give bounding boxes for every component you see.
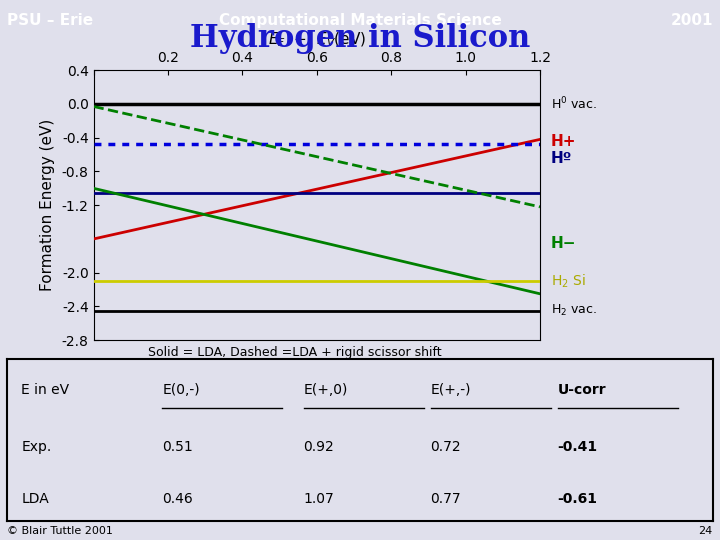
Text: 24: 24 [698,525,713,536]
Text: 2001: 2001 [670,13,713,28]
Text: H$_2$ vac.: H$_2$ vac. [551,303,597,318]
Text: E(+,-): E(+,-) [431,383,471,397]
Text: -0.41: -0.41 [557,440,598,454]
Text: U-corr: U-corr [557,383,606,397]
Text: Solid = LDA, Dashed =LDA + rigid scissor shift: Solid = LDA, Dashed =LDA + rigid scissor… [148,346,441,359]
Text: E in eV: E in eV [22,383,69,397]
Text: LDA: LDA [22,492,49,506]
Text: H+: H+ [551,134,576,150]
Text: 0.46: 0.46 [163,492,193,506]
Text: 0.77: 0.77 [431,492,462,506]
Text: E(0,-): E(0,-) [163,383,200,397]
Text: 0.51: 0.51 [163,440,193,454]
Text: H$_2$ Si: H$_2$ Si [551,273,586,290]
Y-axis label: Formation Energy (eV): Formation Energy (eV) [40,119,55,291]
Text: Exp.: Exp. [22,440,52,454]
Text: 1.07: 1.07 [304,492,334,506]
Text: E(+,0): E(+,0) [304,383,348,397]
Text: Hydrogen in Silicon: Hydrogen in Silicon [190,23,530,54]
Text: H$^0$ vac.: H$^0$ vac. [551,96,597,112]
Text: -0.61: -0.61 [557,492,598,506]
Text: Hº: Hº [551,151,572,166]
Text: Computational Materials Science: Computational Materials Science [219,13,501,28]
X-axis label: $E_F$  $-$  $E_V$(eV): $E_F$ $-$ $E_V$(eV) [268,31,366,49]
Text: © Blair Tuttle 2001: © Blair Tuttle 2001 [7,525,113,536]
Text: 0.72: 0.72 [431,440,462,454]
Text: PSU – Erie: PSU – Erie [7,13,94,28]
Text: H−: H− [551,235,576,251]
Text: 0.92: 0.92 [304,440,334,454]
